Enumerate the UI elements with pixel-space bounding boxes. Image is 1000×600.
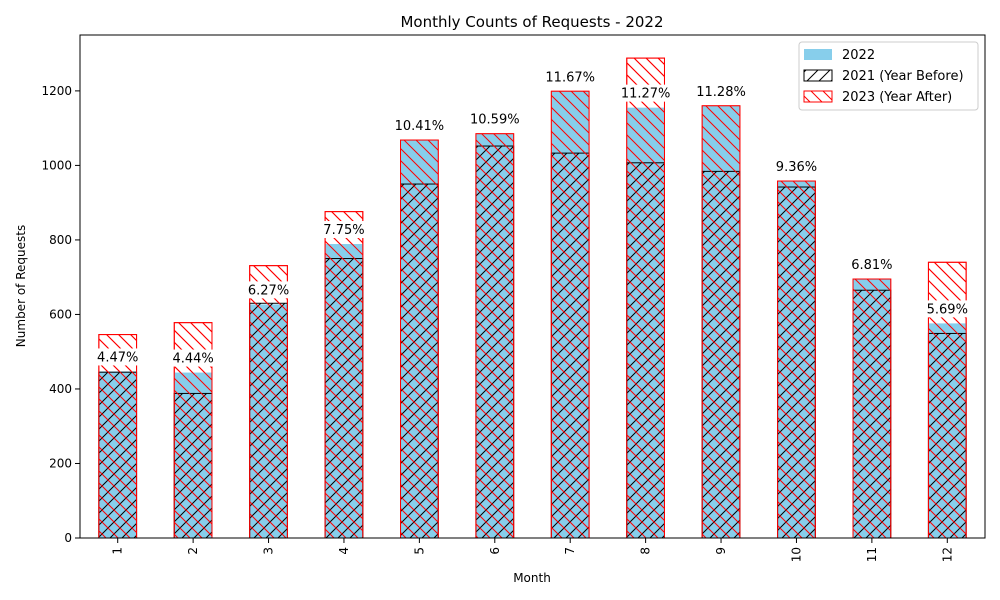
bar-2023-overlay-month-7 — [550, 90, 590, 539]
x-tick-label-3: 3 — [262, 547, 276, 555]
y-tick-label-800: 800 — [49, 233, 72, 247]
pct-label-month-10: 9.36% — [776, 160, 817, 175]
legend-box — [798, 41, 979, 111]
bar-2023-overlay-month-9 — [701, 105, 741, 539]
pct-label-month-9: 11.28% — [696, 85, 746, 100]
bar-2023-overlay-month-4 — [324, 211, 364, 539]
plot-frame — [79, 34, 986, 539]
pct-label-bg-month-8 — [619, 84, 672, 102]
pct-label-bg-month-4 — [321, 221, 366, 239]
y-tick-label-0: 0 — [64, 531, 72, 545]
legend-label-1: 2021 (Year Before) — [842, 69, 964, 84]
pct-label-bg-month-1 — [95, 348, 140, 366]
pct-label-bg-month-6 — [468, 110, 521, 128]
x-tick-label-10: 10 — [789, 547, 803, 562]
pct-label-bg-month-10 — [774, 158, 819, 176]
x-tick-label-11: 11 — [865, 547, 879, 562]
y-tick-label-400: 400 — [49, 382, 72, 396]
pct-label-bg-month-2 — [171, 349, 216, 367]
x-tick-label-2: 2 — [186, 547, 200, 555]
pct-label-month-12: 5.69% — [927, 302, 968, 317]
y-tick-label-1200: 1200 — [41, 84, 72, 98]
pct-label-month-8: 11.27% — [621, 87, 671, 102]
legend: 2022 2021 (Year Before) 2023 (Year After) — [798, 41, 979, 111]
bar-2023-overlay-month-8 — [626, 57, 665, 539]
bar-2023-overlay-month-5 — [400, 139, 439, 539]
legend-label-0: 2022 — [842, 48, 875, 63]
x-tick-label-7: 7 — [563, 547, 577, 555]
legend-label-2: 2023 (Year After) — [842, 90, 952, 105]
bar-2023-overlay-month-6 — [475, 133, 515, 539]
pct-label-month-1: 4.47% — [97, 350, 138, 365]
bar-2023-overlay-month-10 — [777, 180, 816, 539]
x-tick-label-8: 8 — [639, 547, 653, 555]
chart-title: Monthly Counts of Requests - 2022 — [400, 13, 663, 31]
x-tick-label-1: 1 — [111, 547, 125, 555]
pct-label-month-3: 6.27% — [248, 283, 289, 298]
pct-label-month-2: 4.44% — [172, 352, 213, 367]
y-tick-label-200: 200 — [49, 456, 72, 470]
legend-swatch-1 — [803, 69, 833, 82]
pct-label-month-6: 10.59% — [470, 113, 520, 128]
pct-label-bg-month-5 — [393, 117, 446, 135]
bar-2023-overlay-month-1 — [98, 334, 138, 539]
legend-swatch-0 — [804, 49, 832, 60]
pct-label-month-11: 6.81% — [851, 258, 892, 273]
plot-area: 4.47% 4.44%6.27%7.75%10.41% 10.59%11.67%11… — [41, 34, 986, 562]
pct-label-month-7: 11.67% — [545, 70, 595, 85]
y-tick-label-600: 600 — [49, 307, 72, 321]
bar-2023-overlay-month-11 — [852, 278, 892, 539]
pct-label-bg-month-9 — [695, 82, 748, 100]
x-tick-label-12: 12 — [940, 547, 954, 562]
y-axis-label: Number of Requests — [14, 225, 28, 347]
pct-label-bg-month-11 — [849, 256, 894, 274]
pct-label-month-4: 7.75% — [323, 223, 364, 238]
pct-label-month-5: 10.41% — [395, 119, 445, 134]
x-axis-label: Month — [513, 571, 551, 585]
y-tick-label-1000: 1000 — [41, 158, 72, 172]
pct-label-bg-month-3 — [246, 281, 291, 299]
legend-swatch-2 — [803, 90, 833, 103]
bar-2023-overlay-month-3 — [249, 265, 288, 539]
x-tick-label-9: 9 — [714, 547, 728, 555]
x-tick-label-5: 5 — [412, 547, 426, 555]
pct-label-bg-month-7 — [544, 68, 597, 86]
x-tick-label-4: 4 — [337, 547, 351, 555]
pct-label-bg-month-12 — [925, 300, 970, 318]
x-tick-label-6: 6 — [488, 547, 502, 555]
